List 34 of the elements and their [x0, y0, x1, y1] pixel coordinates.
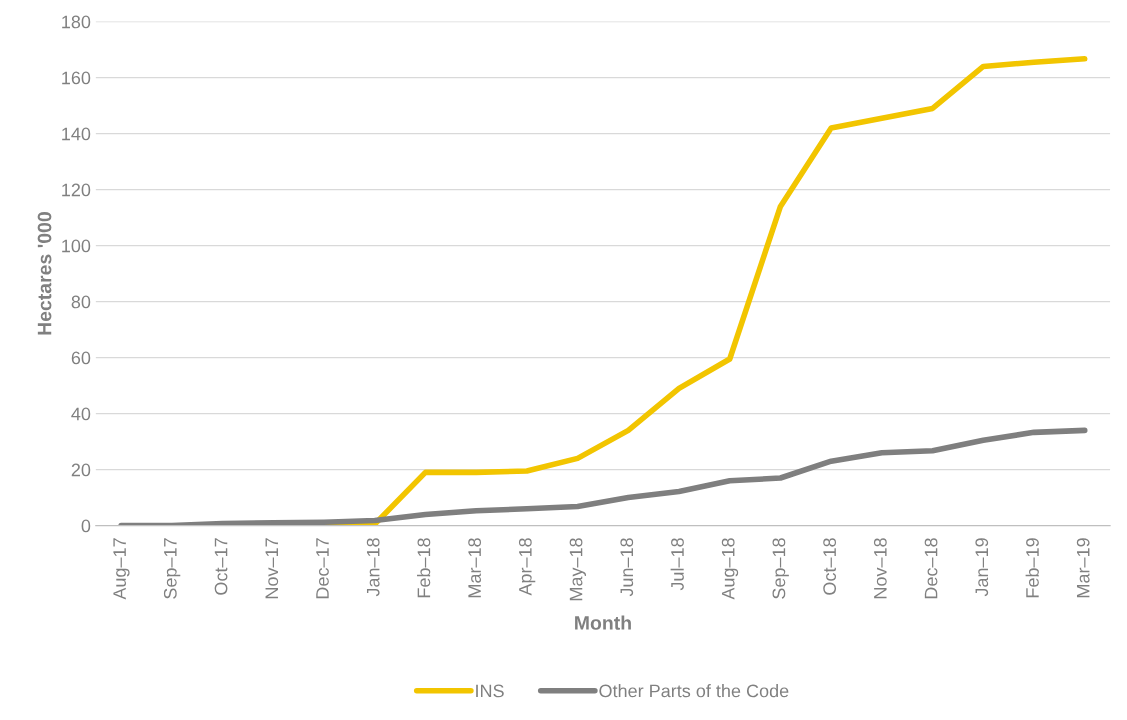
y-tick-label: 40: [71, 407, 91, 421]
x-tick-label: Aug–17: [113, 538, 130, 600]
y-tick-label: 0: [81, 519, 91, 533]
y-tick-label: 20: [71, 463, 91, 477]
x-tick-label: Nov–18: [873, 538, 887, 599]
y-tick-label: 160: [62, 71, 91, 85]
x-tick-label: Oct–18: [823, 538, 837, 595]
y-tick-label: 140: [62, 127, 91, 141]
x-axis-title: Month: [575, 615, 631, 630]
legend-label: Other Parts of the Code: [599, 684, 789, 698]
x-tick-label: Mar–18: [468, 538, 481, 598]
x-tick-label: May–18: [569, 538, 586, 601]
x-tick-label: Apr–18: [518, 538, 536, 596]
x-tick-label: Mar–19: [1076, 538, 1090, 598]
x-tick-label: Sep–17: [163, 538, 181, 599]
x-tick-label: Jan–19: [975, 538, 989, 597]
x-tick-label: Aug–18: [721, 538, 739, 600]
x-tick-label: Sep–18: [772, 538, 789, 599]
x-tick-label: Jun–18: [620, 538, 634, 597]
y-tick-label: 120: [62, 183, 91, 197]
x-tick-label: Jan–18: [366, 538, 380, 597]
y-tick-label: 60: [71, 351, 91, 365]
y-tick-label: 100: [62, 239, 91, 253]
y-tick-label: 80: [71, 295, 91, 309]
x-tick-label: Dec–18: [924, 538, 938, 599]
y-axis-title: Hectares '000: [37, 212, 52, 335]
x-tick-label: Dec–17: [316, 538, 329, 599]
legend-label: INS: [476, 684, 504, 698]
x-tick-label: Jul–18: [670, 538, 684, 591]
y-tick-label: 180: [62, 15, 91, 29]
x-tick-label: Feb–19: [1025, 538, 1039, 598]
x-tick-label: Oct–17: [214, 538, 228, 595]
x-tick-label: Nov–17: [265, 538, 279, 599]
x-tick-label: Feb–18: [417, 538, 431, 598]
